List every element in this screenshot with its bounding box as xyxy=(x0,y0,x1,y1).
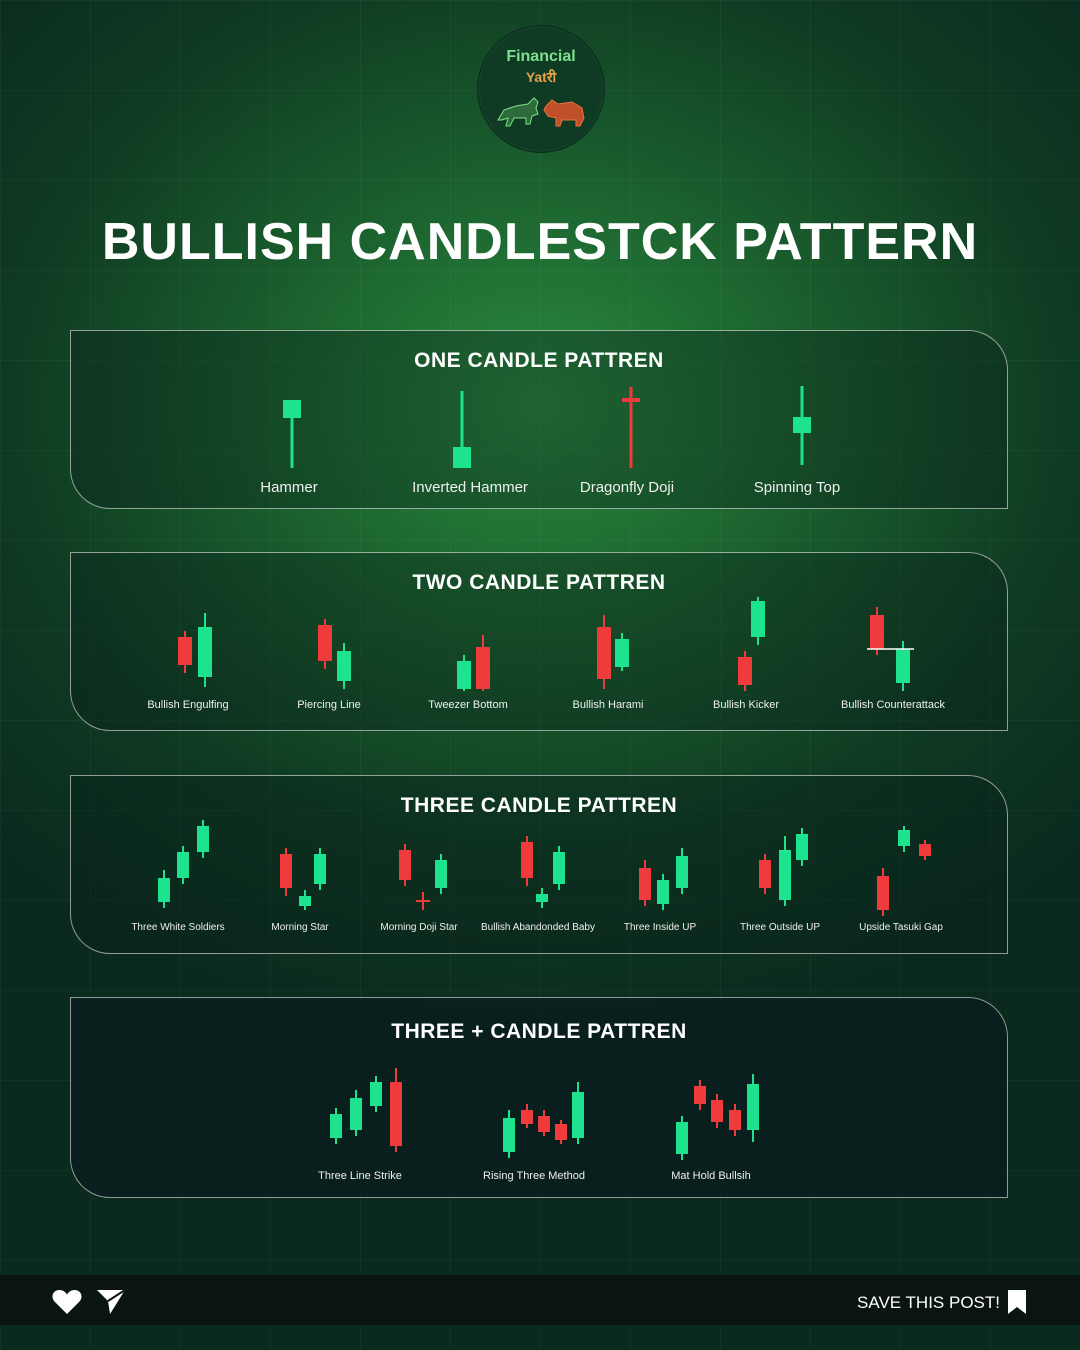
pattern-label: Three Outside UP xyxy=(739,922,821,933)
section-heading: TWO CANDLE PATTREN xyxy=(412,571,666,594)
hammer-candle xyxy=(283,400,301,468)
section-three-plus-candle: THREE + CANDLE PATTREN xyxy=(70,997,1008,1198)
bullish-harami-candles xyxy=(597,615,629,689)
spinning-top-candle xyxy=(793,386,811,465)
bullish-engulfing-candles xyxy=(178,613,212,687)
inverted-hammer-candle xyxy=(453,391,471,468)
pattern-label: Dragonfly Doji xyxy=(579,479,675,496)
tweezer-bottom-candles xyxy=(457,635,490,691)
pattern-label: Inverted Hammer xyxy=(412,479,528,496)
upside-tasuki-gap-candles xyxy=(877,826,931,916)
heart-icon[interactable] xyxy=(52,1289,82,1320)
pattern-label: Spinning Top xyxy=(753,479,841,496)
pattern-label: Tweezer Bottom xyxy=(428,699,508,711)
bullish-counterattack-candles xyxy=(867,607,914,691)
bookmark-icon[interactable] xyxy=(1008,1290,1026,1319)
pattern-label: Piercing Line xyxy=(297,699,361,711)
pattern-label: Bullish Harami xyxy=(572,699,644,711)
pattern-label: Hammer xyxy=(260,479,318,496)
brand-logo: Financial Yatरी xyxy=(478,26,604,152)
pattern-label: Bullish Engulfing xyxy=(147,699,229,711)
page-title: BULLISH CANDLESTCK PATTERN xyxy=(101,213,979,271)
three-white-soldiers-candles xyxy=(158,820,209,908)
section-heading: ONE CANDLE PATTREN xyxy=(414,349,664,372)
pattern-label: Bullish Counterattack xyxy=(841,699,945,711)
three-outside-up-candles xyxy=(759,828,808,906)
piercing-line-candles xyxy=(318,619,351,689)
rising-three-method-candles xyxy=(503,1082,584,1158)
pattern-label: Three Line Strike xyxy=(318,1170,402,1182)
two-candle-illustrations xyxy=(178,597,914,691)
three-inside-up-candles xyxy=(639,848,688,910)
section-heading: THREE CANDLE PATTREN xyxy=(400,794,678,817)
bullish-abandoned-baby-candles xyxy=(521,836,565,908)
send-icon[interactable] xyxy=(96,1289,126,1320)
mat-hold-bullish-candles xyxy=(676,1074,759,1160)
pattern-label: Three White Soldiers xyxy=(131,922,225,933)
bullish-kicker-candles xyxy=(738,597,765,691)
three-plus-candle-illustrations xyxy=(330,1068,759,1160)
one-candle-illustrations xyxy=(283,386,811,468)
section-one-candle: ONE CANDLE PATTREN Hammer Inverted Hamme… xyxy=(70,330,1008,509)
morning-star-candles xyxy=(280,848,326,910)
pattern-label: Bullish Abandonded Baby xyxy=(481,922,595,933)
three-candle-illustrations xyxy=(158,820,931,916)
pattern-label: Morning Star xyxy=(271,922,329,933)
logo-line-1: Financial xyxy=(506,48,576,65)
save-post-label[interactable]: SAVE THIS POST! xyxy=(857,1293,1000,1312)
pattern-label: Upside Tasuki Gap xyxy=(859,922,943,933)
pattern-label: Three Inside UP xyxy=(623,922,697,933)
bull-bear-icon xyxy=(497,97,585,127)
pattern-label: Rising Three Method xyxy=(483,1170,585,1182)
pattern-label: Bullish Kicker xyxy=(712,699,780,711)
three-line-strike-candles xyxy=(330,1068,402,1152)
morning-doji-star-candles xyxy=(399,844,447,910)
pattern-label: Mat Hold Bullsih xyxy=(671,1170,751,1182)
pattern-label: Morning Doji Star xyxy=(380,922,458,933)
section-two-candle: TWO CANDLE PATTREN xyxy=(70,552,1008,731)
section-three-candle: THREE CANDLE PATTREN xyxy=(70,775,1008,954)
logo-line-2: Yatरी xyxy=(525,69,557,85)
action-bar: SAVE THIS POST! xyxy=(0,1275,1080,1325)
section-heading: THREE + CANDLE PATTREN xyxy=(391,1020,687,1043)
dragonfly-doji-candle xyxy=(622,387,640,468)
